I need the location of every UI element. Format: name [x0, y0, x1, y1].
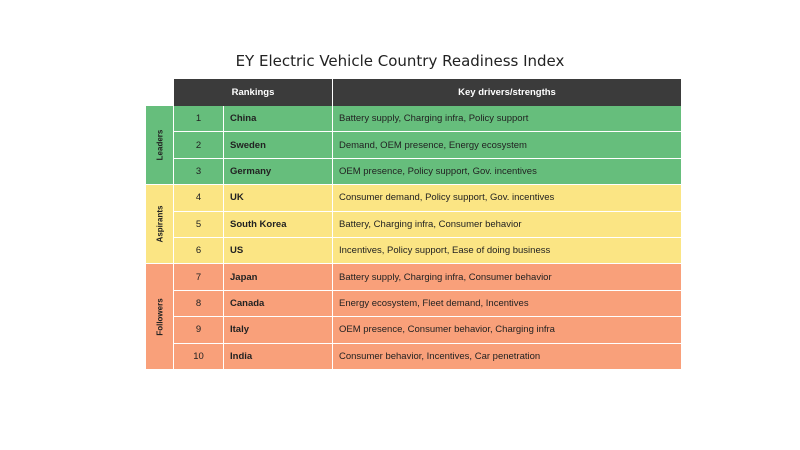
table-row: 5 South Korea Battery, Charging infra, Con…	[174, 211, 681, 238]
rank-cell: 7	[174, 264, 224, 290]
country-cell: Japan	[224, 264, 333, 290]
drivers-cell: Consumer behavior, Incentives, Car penet…	[339, 350, 541, 362]
rank-cell: 6	[174, 238, 224, 264]
drivers-cell: Incentives, Policy support, Ease of doin…	[339, 245, 551, 257]
header-key-drivers: Key drivers/strengths	[333, 79, 681, 106]
country-cell: UK	[224, 185, 333, 211]
rank-cell: 3	[174, 158, 224, 185]
country-cell: Canada	[224, 290, 333, 317]
table-row: 4 UK Consumer demand, Policy support, Gov.…	[174, 185, 681, 212]
rank-cell: 2	[174, 132, 224, 158]
table-row: 6 US Incentives, Policy support, Ease of d…	[174, 238, 681, 265]
drivers-cell: OEM presence, Consumer behavior, Chargin…	[339, 324, 555, 336]
rank-cell: 5	[174, 211, 224, 237]
drivers-cell: OEM presence, Policy support, Gov. incen…	[339, 165, 537, 177]
group-followers: Followers	[146, 264, 174, 370]
country-cell: US	[224, 238, 333, 264]
table-row: 10 India Consumer behavior, Incentives, Ca…	[174, 343, 681, 370]
country-cell: China	[224, 106, 333, 132]
group-leaders: Leaders	[146, 106, 174, 186]
country-cell: Sweden	[224, 132, 333, 158]
group-label: Leaders	[155, 129, 164, 161]
group-label: Followers	[155, 298, 164, 336]
drivers-cell: Energy ecosystem, Fleet demand, Incentiv…	[339, 297, 529, 309]
rank-cell: 9	[174, 317, 224, 343]
group-aspirants: Aspirants	[146, 185, 174, 265]
table-row: 8 Canada Energy ecosystem, Fleet demand, I…	[174, 290, 681, 318]
rank-cell: 1	[174, 106, 224, 132]
drivers-cell: Battery, Charging infra, Consumer behavi…	[339, 218, 522, 230]
country-cell: Italy	[224, 317, 333, 343]
chart-title: EY Electric Vehicle Country Readiness In…	[235, 52, 565, 70]
group-label: Aspirants	[155, 205, 164, 243]
rank-cell: 4	[174, 185, 224, 211]
table-row: 3 Germany OEM presence, Policy support, Go…	[174, 158, 681, 186]
drivers-cell: Battery supply, Charging infra, Policy s…	[339, 113, 529, 125]
rank-cell: 8	[174, 290, 224, 317]
table-row: 9 Italy OEM presence, Consumer behavior, C…	[174, 317, 681, 344]
country-cell: South Korea	[224, 211, 333, 237]
table-row: 7 Japan Battery supply, Charging infra, Co…	[174, 264, 681, 291]
table-row: 1 China Battery supply, Charging infra, Po…	[174, 106, 681, 133]
drivers-cell: Battery supply, Charging infra, Consumer…	[339, 271, 552, 283]
drivers-cell: Consumer demand, Policy support, Gov. in…	[339, 192, 555, 204]
table-row: 2 Sweden Demand, OEM presence, Energy ecos…	[174, 132, 681, 159]
country-cell: India	[224, 343, 333, 369]
drivers-cell: Demand, OEM presence, Energy ecosystem	[339, 139, 527, 151]
rank-cell: 10	[174, 343, 224, 369]
header-rankings: Rankings	[174, 79, 333, 106]
country-cell: Germany	[224, 158, 333, 185]
